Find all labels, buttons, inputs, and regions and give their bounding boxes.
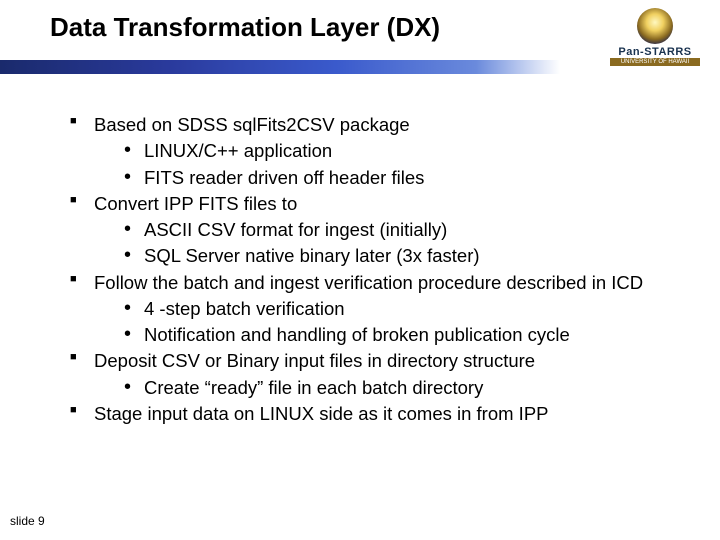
bullet-item: Follow the batch and ingest verification…	[70, 270, 680, 349]
bullet-text: Based on SDSS sqlFits2CSV package	[94, 114, 410, 135]
bullet-text: Convert IPP FITS files to	[94, 193, 297, 214]
logo: Pan-STARRS UNIVERSITY OF HAWAII	[610, 8, 700, 66]
slide-body: Based on SDSS sqlFits2CSV package LINUX/…	[0, 74, 720, 427]
bullet-text: Stage input data on LINUX side as it com…	[94, 403, 549, 424]
logo-text-primary: Pan-STARRS	[610, 46, 700, 58]
sub-bullet-item: FITS reader driven off header files	[118, 165, 680, 191]
sub-bullet-item: ASCII CSV format for ingest (initially)	[118, 217, 680, 243]
title-divider	[0, 60, 560, 74]
logo-text-secondary: UNIVERSITY OF HAWAII	[610, 58, 700, 66]
bullet-text: Follow the batch and ingest verification…	[94, 272, 643, 293]
bullet-item: Convert IPP FITS files to ASCII CSV form…	[70, 191, 680, 270]
sub-bullet-item: SQL Server native binary later (3x faste…	[118, 243, 680, 269]
sub-bullet-item: 4 -step batch verification	[118, 296, 680, 322]
bullet-item: Deposit CSV or Binary input files in dir…	[70, 348, 680, 401]
sub-bullet-item: Create “ready” file in each batch direct…	[118, 375, 680, 401]
logo-graphic	[637, 8, 673, 44]
sub-bullet-item: LINUX/C++ application	[118, 138, 680, 164]
slide-number: slide 9	[10, 514, 45, 528]
bullet-text: Deposit CSV or Binary input files in dir…	[94, 350, 535, 371]
bullet-item: Based on SDSS sqlFits2CSV package LINUX/…	[70, 112, 680, 191]
bullet-item: Stage input data on LINUX side as it com…	[70, 401, 680, 427]
sub-bullet-item: Notification and handling of broken publ…	[118, 322, 680, 348]
